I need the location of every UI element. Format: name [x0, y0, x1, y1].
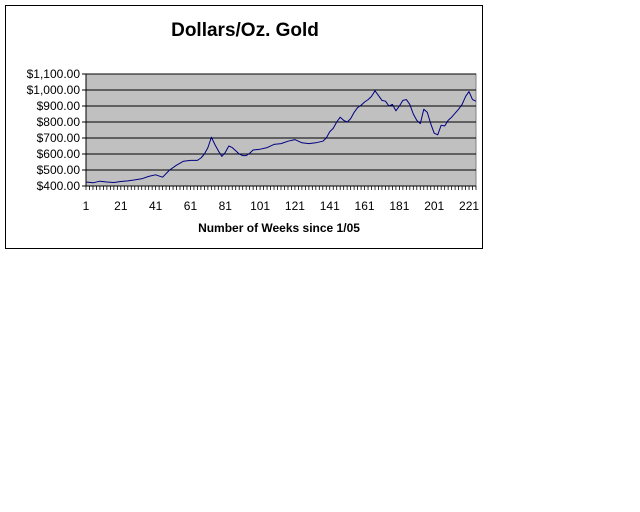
x-tick-label: 1: [83, 199, 90, 213]
x-tick-label: 121: [285, 199, 305, 213]
gridlines: [86, 73, 476, 171]
x-minor-ticks: [85, 186, 477, 190]
series-group: [85, 90, 477, 184]
y-tick-label: $1,000.00: [27, 83, 81, 97]
x-tick-label: 161: [355, 199, 375, 213]
chart-frame: Dollars/Oz. Gold $400.00 $500.00 $600.00 $7…: [5, 5, 483, 249]
plot-area: [85, 73, 477, 187]
x-tick-label: 61: [184, 199, 198, 213]
gold-price-line: [85, 90, 477, 184]
x-tick-label: 21: [114, 199, 128, 213]
chart-title: Dollars/Oz. Gold: [171, 20, 319, 41]
y-tick-label: $600.00: [37, 147, 81, 161]
y-tick-label: $1,100.00: [27, 67, 81, 81]
x-tick-label: 41: [149, 199, 163, 213]
gold-price-chart: Dollars/Oz. Gold $400.00 $500.00 $600.00 $7…: [27, 20, 480, 235]
y-tick-label: $400.00: [37, 179, 81, 193]
y-tick-label: $900.00: [37, 99, 81, 113]
x-tick-label: 181: [389, 199, 409, 213]
y-tick-label: $500.00: [37, 163, 81, 177]
y-tick-labels: $400.00 $500.00 $600.00 $700.00 $800.00 $900.…: [27, 67, 86, 193]
x-axis-title: Number of Weeks since 1/05: [198, 221, 360, 235]
x-tick-label: 221: [459, 199, 479, 213]
x-tick-labels: 1 21 41 61 81 101 121 141 161 181 201 221: [83, 199, 480, 213]
x-tick-label: 101: [250, 199, 270, 213]
y-tick-label: $800.00: [37, 115, 81, 129]
x-tick-label: 81: [219, 199, 233, 213]
x-tick-label: 201: [424, 199, 444, 213]
y-tick-label: $700.00: [37, 131, 81, 145]
x-tick-label: 141: [320, 199, 340, 213]
